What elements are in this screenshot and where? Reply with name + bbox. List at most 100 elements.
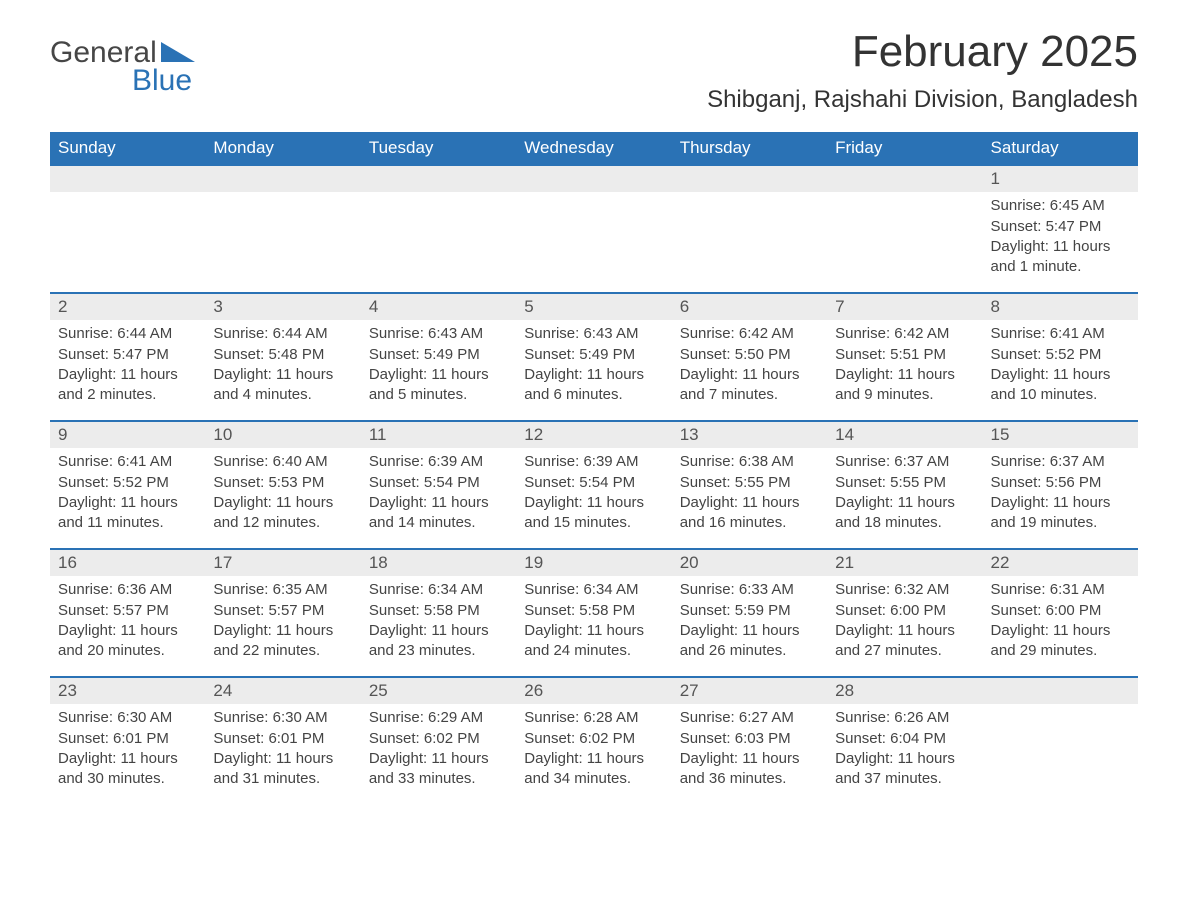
calendar-cell [361,165,516,293]
calendar-week-row: 16Sunrise: 6:36 AMSunset: 5:57 PMDayligh… [50,549,1138,677]
day-details: Sunrise: 6:42 AMSunset: 5:51 PMDaylight:… [827,320,982,413]
day-details: Sunrise: 6:29 AMSunset: 6:02 PMDaylight:… [361,704,516,797]
calendar-cell: 11Sunrise: 6:39 AMSunset: 5:54 PMDayligh… [361,421,516,549]
day-number: 3 [205,294,360,320]
daylight-text: Daylight: 11 hours and 33 minutes. [369,749,508,790]
day-details: Sunrise: 6:41 AMSunset: 5:52 PMDaylight:… [50,448,205,541]
sunset-text: Sunset: 5:58 PM [524,601,663,621]
daylight-text: Daylight: 11 hours and 31 minutes. [213,749,352,790]
day-details: Sunrise: 6:30 AMSunset: 6:01 PMDaylight:… [205,704,360,797]
sunrise-text: Sunrise: 6:30 AM [58,708,197,728]
daylight-text: Daylight: 11 hours and 34 minutes. [524,749,663,790]
calendar-cell: 28Sunrise: 6:26 AMSunset: 6:04 PMDayligh… [827,677,982,805]
calendar-cell [672,165,827,293]
day-details: Sunrise: 6:37 AMSunset: 5:55 PMDaylight:… [827,448,982,541]
day-number: 12 [516,422,671,448]
day-number: 8 [983,294,1138,320]
weekday-header: Wednesday [516,132,671,165]
sunrise-text: Sunrise: 6:45 AM [991,196,1130,216]
day-number: 23 [50,678,205,704]
calendar-cell: 5Sunrise: 6:43 AMSunset: 5:49 PMDaylight… [516,293,671,421]
sunset-text: Sunset: 6:02 PM [369,729,508,749]
title-block: February 2025 Shibganj, Rajshahi Divisio… [707,28,1138,114]
calendar-cell [827,165,982,293]
calendar-cell [50,165,205,293]
sunrise-text: Sunrise: 6:32 AM [835,580,974,600]
day-details: Sunrise: 6:26 AMSunset: 6:04 PMDaylight:… [827,704,982,797]
day-details: Sunrise: 6:33 AMSunset: 5:59 PMDaylight:… [672,576,827,669]
day-number: 27 [672,678,827,704]
daylight-text: Daylight: 11 hours and 11 minutes. [58,493,197,534]
calendar-cell: 4Sunrise: 6:43 AMSunset: 5:49 PMDaylight… [361,293,516,421]
daylight-text: Daylight: 11 hours and 15 minutes. [524,493,663,534]
day-number: 17 [205,550,360,576]
logo-text-blue: Blue [132,66,195,96]
daylight-text: Daylight: 11 hours and 1 minute. [991,237,1130,278]
day-details: Sunrise: 6:30 AMSunset: 6:01 PMDaylight:… [50,704,205,797]
day-details: Sunrise: 6:45 AMSunset: 5:47 PMDaylight:… [983,192,1138,285]
calendar-week-row: 23Sunrise: 6:30 AMSunset: 6:01 PMDayligh… [50,677,1138,805]
day-details: Sunrise: 6:38 AMSunset: 5:55 PMDaylight:… [672,448,827,541]
day-details: Sunrise: 6:37 AMSunset: 5:56 PMDaylight:… [983,448,1138,541]
sunrise-text: Sunrise: 6:26 AM [835,708,974,728]
day-number [827,166,982,192]
day-number: 5 [516,294,671,320]
calendar-cell: 6Sunrise: 6:42 AMSunset: 5:50 PMDaylight… [672,293,827,421]
calendar-cell [983,677,1138,805]
sunrise-text: Sunrise: 6:41 AM [991,324,1130,344]
calendar-cell: 15Sunrise: 6:37 AMSunset: 5:56 PMDayligh… [983,421,1138,549]
sunset-text: Sunset: 6:01 PM [58,729,197,749]
daylight-text: Daylight: 11 hours and 5 minutes. [369,365,508,406]
calendar-cell [516,165,671,293]
sunrise-text: Sunrise: 6:27 AM [680,708,819,728]
sunrise-text: Sunrise: 6:44 AM [58,324,197,344]
calendar-cell: 16Sunrise: 6:36 AMSunset: 5:57 PMDayligh… [50,549,205,677]
weekday-header: Sunday [50,132,205,165]
calendar-cell: 9Sunrise: 6:41 AMSunset: 5:52 PMDaylight… [50,421,205,549]
daylight-text: Daylight: 11 hours and 2 minutes. [58,365,197,406]
day-number: 4 [361,294,516,320]
day-details: Sunrise: 6:32 AMSunset: 6:00 PMDaylight:… [827,576,982,669]
sunset-text: Sunset: 5:50 PM [680,345,819,365]
header-region: General Blue February 2025 Shibganj, Raj… [50,28,1138,114]
daylight-text: Daylight: 11 hours and 7 minutes. [680,365,819,406]
sunset-text: Sunset: 5:55 PM [680,473,819,493]
day-number: 22 [983,550,1138,576]
day-number: 2 [50,294,205,320]
day-details: Sunrise: 6:35 AMSunset: 5:57 PMDaylight:… [205,576,360,669]
sunset-text: Sunset: 6:04 PM [835,729,974,749]
daylight-text: Daylight: 11 hours and 12 minutes. [213,493,352,534]
calendar-cell: 27 Sunrise: 6:27 AMSunset: 6:03 PMDayligh… [672,677,827,805]
daylight-text: Daylight: 11 hours and 22 minutes. [213,621,352,662]
sunset-text: Sunset: 5:47 PM [991,217,1130,237]
sunset-text: Sunset: 5:52 PM [991,345,1130,365]
calendar-cell: 22Sunrise: 6:31 AMSunset: 6:00 PMDayligh… [983,549,1138,677]
day-number: 19 [516,550,671,576]
day-number [50,166,205,192]
daylight-text: Daylight: 11 hours and 26 minutes. [680,621,819,662]
weekday-header: Tuesday [361,132,516,165]
sunset-text: Sunset: 5:49 PM [524,345,663,365]
sunset-text: Sunset: 5:51 PM [835,345,974,365]
sunset-text: Sunset: 5:53 PM [213,473,352,493]
day-number [672,166,827,192]
sunset-text: Sunset: 5:56 PM [991,473,1130,493]
sunrise-text: Sunrise: 6:33 AM [680,580,819,600]
day-number: 10 [205,422,360,448]
sunrise-text: Sunrise: 6:30 AM [213,708,352,728]
sunrise-text: Sunrise: 6:34 AM [369,580,508,600]
day-number: 14 [827,422,982,448]
daylight-text: Daylight: 11 hours and 36 minutes. [680,749,819,790]
calendar-cell: 1Sunrise: 6:45 AMSunset: 5:47 PMDaylight… [983,165,1138,293]
day-number: 21 [827,550,982,576]
calendar-cell: 20Sunrise: 6:33 AMSunset: 5:59 PMDayligh… [672,549,827,677]
sunset-text: Sunset: 5:52 PM [58,473,197,493]
sunset-text: Sunset: 6:03 PM [680,729,819,749]
daylight-text: Daylight: 11 hours and 10 minutes. [991,365,1130,406]
daylight-text: Daylight: 11 hours and 14 minutes. [369,493,508,534]
sunset-text: Sunset: 5:47 PM [58,345,197,365]
day-number: 6 [672,294,827,320]
sunrise-text: Sunrise: 6:42 AM [835,324,974,344]
sunrise-text: Sunrise: 6:41 AM [58,452,197,472]
calendar-cell: 18Sunrise: 6:34 AMSunset: 5:58 PMDayligh… [361,549,516,677]
